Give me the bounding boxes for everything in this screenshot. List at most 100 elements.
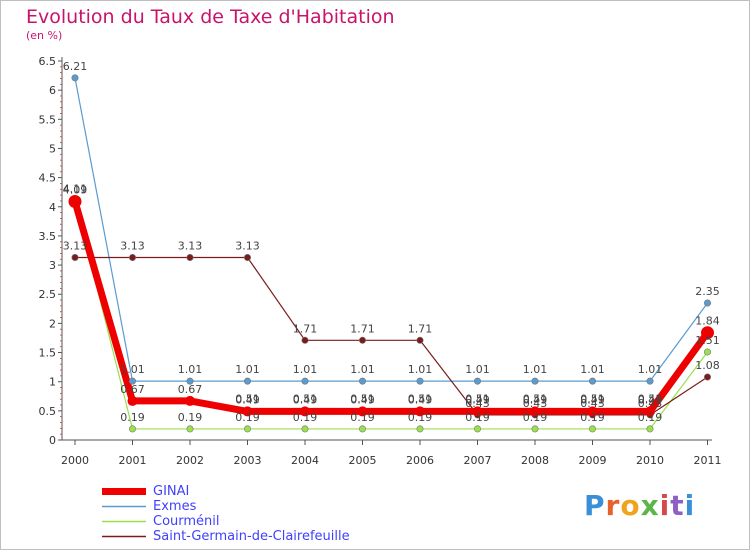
series-point-0 bbox=[472, 406, 483, 417]
legend-label-saint-germain: Saint-Germain-de-Clairefeuille bbox=[153, 529, 350, 544]
data-label: 0.49 bbox=[350, 393, 375, 406]
series-line-1 bbox=[74, 77, 708, 382]
x-tick-label: 2009 bbox=[579, 454, 607, 467]
y-tick-label: 2 bbox=[49, 317, 56, 330]
data-label: 0.49 bbox=[580, 393, 605, 406]
data-label: 3.13 bbox=[235, 239, 260, 252]
series-point-2 bbox=[244, 425, 252, 433]
data-label: 0.51 bbox=[350, 392, 375, 405]
x-tick-label: 2011 bbox=[694, 454, 722, 467]
data-label: 0.49 bbox=[638, 393, 663, 406]
series-point-1 bbox=[129, 377, 137, 385]
series-point-0 bbox=[415, 406, 425, 417]
data-label: 0.49 bbox=[235, 393, 260, 406]
series-point-0 bbox=[357, 406, 368, 417]
data-label: 0.51 bbox=[580, 392, 605, 405]
series-point-0 bbox=[587, 406, 598, 417]
data-label: 0.51 bbox=[638, 392, 663, 405]
data-label: 3.13 bbox=[63, 239, 88, 252]
data-label: 0.51 bbox=[293, 392, 318, 405]
legend-label-ginai: GINAI bbox=[153, 484, 190, 499]
legend-label-exmes: Exmes bbox=[153, 499, 197, 514]
data-label: 1.71 bbox=[408, 322, 433, 335]
series-point-2 bbox=[129, 425, 137, 433]
data-label: 4.09 bbox=[63, 184, 88, 197]
data-label: 1.01 bbox=[523, 363, 548, 376]
data-label: 1.01 bbox=[235, 363, 260, 376]
data-label: 2.35 bbox=[695, 285, 720, 298]
y-tick-label: 0 bbox=[49, 434, 56, 447]
legend-item-saint-germain: Saint-Germain-de-Clairefeuille bbox=[100, 529, 350, 544]
y-tick-label: 5.5 bbox=[39, 113, 57, 126]
series-point-0 bbox=[701, 326, 714, 340]
y-tick-label: 4.5 bbox=[39, 172, 57, 185]
series-point-0 bbox=[185, 395, 195, 406]
chart-data-labels: 6.21 1.01 1.01 1.01 1.01 1.01 1.01 1.01 1.01 1.01… bbox=[63, 60, 720, 424]
series-point-3 bbox=[301, 336, 309, 344]
data-label: 4.11 bbox=[63, 182, 88, 195]
series-point-0 bbox=[645, 406, 655, 417]
x-tick-label: 2007 bbox=[464, 454, 492, 467]
series-point-2 bbox=[186, 425, 194, 433]
series-line-2 bbox=[74, 200, 708, 430]
data-label: 3.13 bbox=[178, 239, 203, 252]
data-label: 1.01 bbox=[293, 363, 318, 376]
data-label: 0.19 bbox=[580, 411, 605, 424]
x-tick-label: 2006 bbox=[406, 454, 434, 467]
series-point-1 bbox=[473, 377, 481, 385]
legend-label-courmenil: Courménil bbox=[153, 514, 220, 529]
series-point-3 bbox=[416, 336, 424, 344]
data-label: 0.43 bbox=[638, 397, 663, 410]
data-label: 0.19 bbox=[523, 411, 548, 424]
x-tick-label: 2010 bbox=[636, 454, 664, 467]
series-point-2 bbox=[588, 425, 596, 433]
data-label: 0.51 bbox=[465, 392, 490, 405]
series-point-1 bbox=[703, 299, 711, 307]
series-point-1 bbox=[301, 377, 309, 385]
series-point-2 bbox=[473, 425, 481, 433]
series-point-0 bbox=[300, 406, 310, 417]
series-point-3 bbox=[129, 253, 137, 261]
data-label: 0.67 bbox=[178, 383, 203, 396]
data-label: 0.51 bbox=[235, 392, 260, 405]
series-point-1 bbox=[186, 377, 194, 385]
proxiti-logo: Proxiti bbox=[584, 489, 696, 522]
chart-legend: GINAI Exmes Courménil Saint-Germain-de-C… bbox=[100, 484, 350, 544]
data-label: 0.51 bbox=[408, 392, 433, 405]
y-tick-label: 1 bbox=[49, 376, 56, 389]
y-tick-label: 6 bbox=[49, 84, 56, 97]
data-label: 1.71 bbox=[293, 322, 318, 335]
legend-swatch-saint-germain bbox=[102, 535, 146, 538]
legend-item-courmenil: Courménil bbox=[100, 514, 350, 529]
y-tick-label: 3 bbox=[49, 259, 56, 272]
y-tick-label: 5 bbox=[49, 142, 56, 155]
series-point-3 bbox=[71, 253, 79, 261]
y-tick-label: 1.5 bbox=[39, 347, 57, 360]
data-label: 0.19 bbox=[638, 411, 663, 424]
series-point-0 bbox=[242, 406, 253, 417]
series-point-2 bbox=[358, 425, 366, 433]
series-point-1 bbox=[646, 377, 654, 385]
data-label: 1.01 bbox=[350, 363, 375, 376]
chart-points bbox=[68, 74, 714, 433]
data-label: 0.19 bbox=[235, 411, 260, 424]
data-label: 0.49 bbox=[465, 393, 490, 406]
data-label: 1.08 bbox=[695, 359, 720, 372]
series-point-1 bbox=[244, 377, 252, 385]
series-line-3 bbox=[75, 256, 708, 416]
data-label: 1.51 bbox=[695, 334, 720, 347]
y-tick-label: 2.5 bbox=[39, 288, 57, 301]
y-tick-label: 4 bbox=[49, 201, 56, 214]
chart-title: Evolution du Taux de Taxe d'Habitation bbox=[26, 6, 395, 28]
data-label: 0.43 bbox=[523, 397, 548, 410]
series-point-1 bbox=[71, 74, 79, 82]
x-tick-label: 2001 bbox=[119, 454, 147, 467]
data-label: 0.67 bbox=[120, 383, 145, 396]
series-point-1 bbox=[358, 377, 366, 385]
legend-item-ginai: GINAI bbox=[100, 484, 350, 499]
data-label: 0.51 bbox=[523, 392, 548, 405]
data-label: 0.19 bbox=[120, 411, 145, 424]
y-tick-label: 3.5 bbox=[39, 230, 57, 243]
